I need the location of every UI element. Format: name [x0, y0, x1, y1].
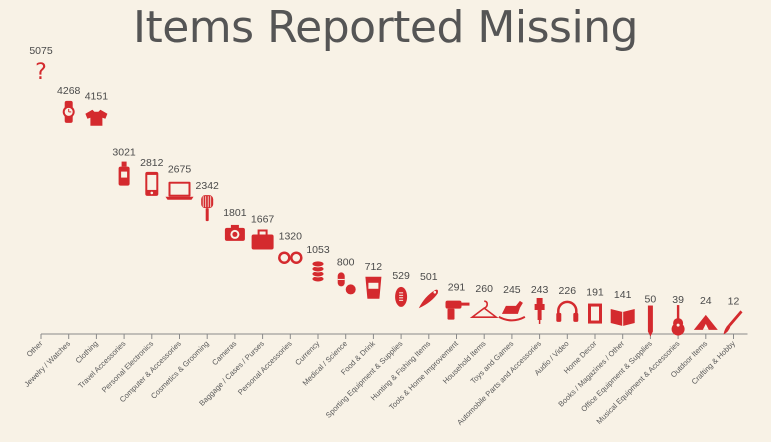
- x-tick-label: Other: [25, 339, 45, 359]
- svg-text:?: ?: [35, 60, 47, 85]
- data-label: 800: [337, 256, 355, 268]
- data-label: 1053: [306, 244, 330, 256]
- pills-icon: [337, 272, 356, 295]
- chart-title: Items Reported Missing: [133, 2, 639, 53]
- glasses-icon: [278, 251, 303, 264]
- tent-icon: [693, 314, 718, 330]
- book-icon: [610, 309, 635, 327]
- shirt-icon: [85, 109, 108, 126]
- rocking-horse-icon: [498, 300, 526, 322]
- data-label: 243: [531, 284, 549, 296]
- data-label: 226: [559, 285, 577, 297]
- x-tick-label: Travel Accessories: [76, 339, 127, 390]
- data-label: 39: [672, 294, 684, 306]
- coins-icon: [311, 260, 325, 283]
- x-tick-label: Personal Electronics: [100, 339, 155, 394]
- data-label: 4268: [57, 85, 81, 97]
- data-label: 191: [586, 287, 604, 299]
- data-label: 5075: [29, 45, 53, 57]
- data-label: 291: [448, 282, 466, 294]
- watch-icon: [62, 100, 75, 123]
- camera-icon: [224, 224, 245, 241]
- data-label: 2675: [168, 164, 192, 176]
- suitcase-icon: [251, 229, 274, 250]
- data-label: 260: [475, 283, 493, 295]
- data-label: 50: [645, 294, 657, 306]
- headphones-icon: [556, 300, 579, 322]
- guitar-icon: [671, 305, 685, 336]
- picture-frame-icon: [588, 303, 602, 324]
- fishing-lure-icon: [418, 289, 438, 309]
- pencil-icon: [647, 305, 653, 337]
- football-icon: [395, 286, 408, 307]
- data-label: 501: [420, 271, 438, 283]
- question-mark-icon: ?: [35, 60, 47, 85]
- data-label: 245: [503, 284, 521, 296]
- x-tick-label: Currency: [293, 339, 321, 367]
- data-label: 712: [365, 261, 383, 273]
- cup-icon: [365, 276, 382, 299]
- data-label: 1320: [279, 231, 303, 243]
- data-label: 4151: [85, 91, 109, 103]
- data-label: 2812: [140, 157, 164, 169]
- phone-icon: [145, 171, 159, 196]
- drill-icon: [445, 300, 470, 320]
- data-label: 141: [614, 289, 632, 301]
- x-tick-label: Clothing: [74, 339, 100, 365]
- data-label: 12: [728, 295, 740, 307]
- data-label: 529: [392, 270, 410, 282]
- laptop-icon: [165, 181, 194, 200]
- x-tick-label: Personal Accessories: [236, 339, 294, 397]
- paintbrush-icon: [723, 310, 743, 335]
- hanger-icon: [469, 300, 499, 318]
- data-label: 2342: [196, 180, 220, 192]
- data-label: 3021: [112, 147, 136, 159]
- data-label: 1667: [251, 214, 275, 226]
- spark-plug-icon: [534, 297, 545, 324]
- brush-icon: [201, 195, 214, 222]
- data-label: 24: [700, 295, 712, 307]
- data-label: 1801: [223, 207, 247, 219]
- bottle-icon: [118, 161, 130, 186]
- x-tick-label: Cameras: [210, 339, 238, 367]
